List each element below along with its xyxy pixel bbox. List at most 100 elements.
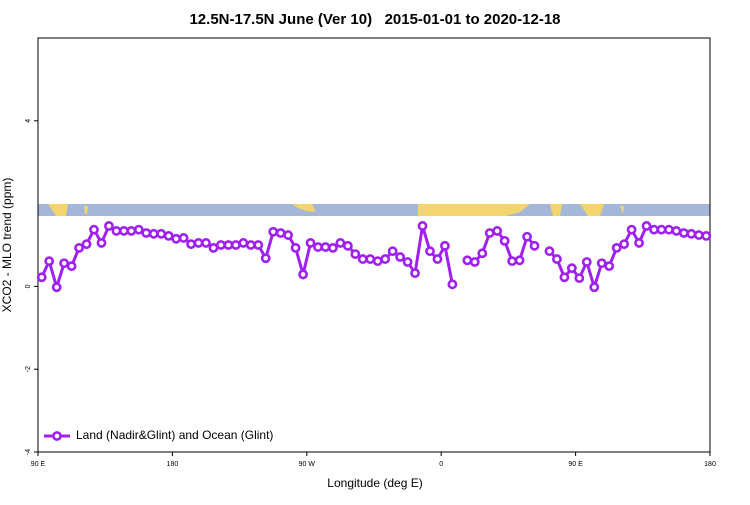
data-point <box>678 228 689 238</box>
data-point <box>686 228 697 239</box>
data-point <box>208 242 219 253</box>
x-tick-label: 180 <box>167 461 179 468</box>
data-point <box>402 257 413 267</box>
data-point <box>66 261 77 272</box>
data-point <box>118 226 129 236</box>
data-point <box>365 254 376 264</box>
y-tick-label: -2 <box>25 366 32 372</box>
data-point <box>171 233 182 244</box>
data-point <box>268 226 279 237</box>
data-point <box>305 238 316 248</box>
chart-title: 12.5N-17.5N June (Ver 10) 2015-01-01 to … <box>189 11 560 28</box>
data-point <box>193 238 204 248</box>
data-point <box>81 239 92 250</box>
data-point <box>447 279 458 290</box>
y-tick-label: 0 <box>25 284 32 288</box>
data-point <box>230 240 241 250</box>
data-point <box>432 254 443 264</box>
data-point <box>275 228 286 238</box>
data-point <box>552 254 562 264</box>
data-point <box>350 249 361 260</box>
data-point <box>260 253 271 264</box>
y-tick-label: -4 <box>25 449 32 455</box>
data-point <box>96 238 107 248</box>
data-point <box>148 228 159 239</box>
data-point <box>216 240 226 250</box>
data-point <box>566 263 577 274</box>
land-mask-band <box>38 204 710 216</box>
plot-frame <box>37 37 711 453</box>
data-point <box>201 238 211 248</box>
data-point <box>410 268 420 279</box>
data-point <box>238 238 249 248</box>
data-point <box>581 257 592 267</box>
data-point <box>596 258 607 269</box>
data-point <box>499 235 510 246</box>
data-point <box>469 257 480 267</box>
data-point <box>89 224 99 235</box>
y-axis-label: XCO2 - MLO trend (ppm) <box>0 178 14 313</box>
data-point <box>619 239 630 250</box>
data-point <box>664 224 674 235</box>
data-point <box>335 238 346 248</box>
data-point <box>74 242 84 253</box>
data-point <box>372 256 383 267</box>
data-point <box>223 240 234 250</box>
data-point <box>529 240 540 251</box>
data-point <box>126 226 137 236</box>
data-point <box>701 230 712 241</box>
data-point <box>604 261 615 272</box>
x-tick-label: 180 <box>704 461 716 468</box>
data-point <box>544 246 555 257</box>
x-tick-label: 90 E <box>568 461 583 468</box>
data-point <box>462 255 473 266</box>
data-point <box>298 269 308 280</box>
data-point <box>649 224 659 235</box>
data-point <box>522 231 532 242</box>
data-point <box>156 228 167 239</box>
data-point <box>395 252 406 262</box>
data-point <box>477 248 488 259</box>
data-point <box>320 242 331 252</box>
data-point <box>574 273 585 284</box>
y-tick-label: 4 <box>25 119 32 123</box>
data-point <box>141 228 152 238</box>
data-point <box>656 224 667 235</box>
x-tick-label: 0 <box>439 461 443 468</box>
data-point <box>163 230 174 241</box>
data-point <box>186 239 196 250</box>
data-point <box>671 226 682 236</box>
data-point <box>245 240 256 250</box>
data-point <box>559 272 570 283</box>
data-point <box>178 233 189 243</box>
data-point <box>51 282 62 293</box>
data-point <box>253 240 264 250</box>
data-point <box>387 246 398 257</box>
data-point <box>484 228 495 238</box>
data-point <box>59 258 70 269</box>
legend-label: Land (Nadir&Glint) and Ocean (Glint) <box>76 428 273 442</box>
data-point <box>380 254 391 264</box>
data-point <box>440 240 450 251</box>
data-point <box>626 224 637 235</box>
x-tick-label: 90 W <box>299 461 316 468</box>
data-point <box>111 226 122 236</box>
data-point <box>514 255 525 266</box>
data-point <box>328 242 338 253</box>
data-point <box>133 224 144 235</box>
data-point <box>104 221 114 231</box>
data-point <box>641 221 652 231</box>
data-point <box>425 246 435 257</box>
data-point <box>44 256 55 267</box>
data-point <box>589 282 600 293</box>
data-point <box>36 272 47 283</box>
data-point <box>417 221 428 231</box>
data-point <box>342 240 353 251</box>
legend-marker <box>52 431 62 441</box>
data-point <box>634 238 644 248</box>
data-point <box>290 242 301 253</box>
data-point <box>313 242 323 252</box>
x-axis-label: Longitude (deg E) <box>327 476 422 490</box>
data-point <box>357 254 368 264</box>
